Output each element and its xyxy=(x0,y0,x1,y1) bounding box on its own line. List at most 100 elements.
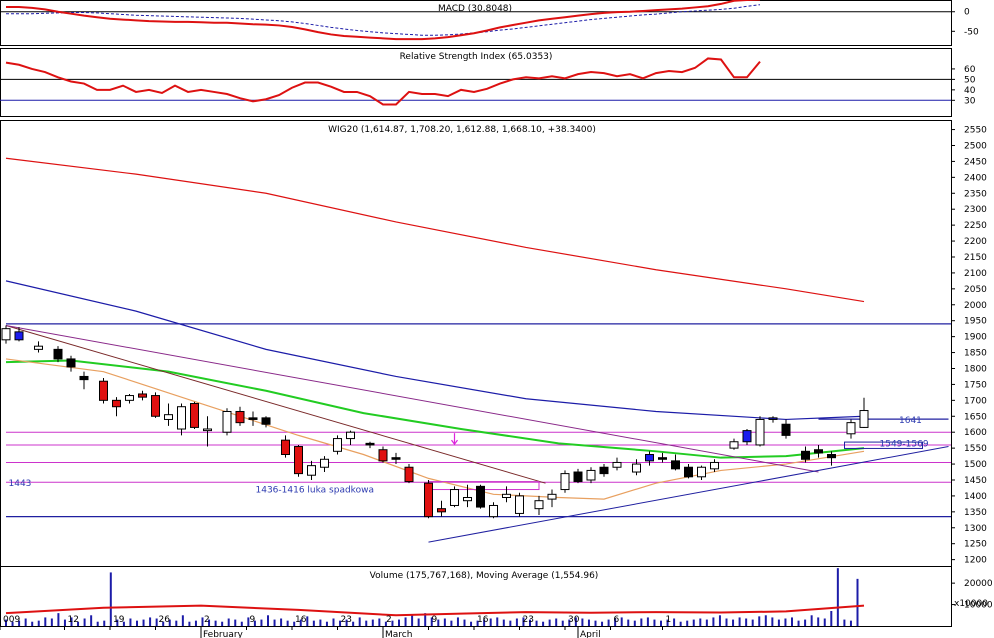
x-axis-label: 2 xyxy=(386,615,392,625)
candle-body xyxy=(391,457,401,460)
rsi-ytick-label: 60 xyxy=(964,65,976,75)
price-annotation: 1549-1569 xyxy=(880,440,929,450)
candle-body xyxy=(1,328,11,341)
candle-body xyxy=(53,348,63,360)
candle-body xyxy=(645,454,654,462)
candle-body xyxy=(190,403,199,428)
macd-ytick-label: 0 xyxy=(964,8,970,18)
price-ytick-label: 2300 xyxy=(964,205,987,215)
candle-body xyxy=(378,449,388,462)
candle-body xyxy=(534,500,544,510)
candle-body xyxy=(14,331,24,341)
trendline xyxy=(5,324,546,484)
candle-body xyxy=(437,508,446,513)
x-axis-label: 2 xyxy=(204,615,210,625)
price-ytick-label: 2450 xyxy=(964,157,987,167)
candle-body xyxy=(79,375,89,381)
candle-body xyxy=(502,493,511,499)
rsi-ytick-label: 40 xyxy=(964,86,976,96)
moving-average-orange_ma xyxy=(5,358,865,500)
macd-signal-line xyxy=(6,4,761,36)
price-ytick-label: 1850 xyxy=(964,349,987,359)
price-annotation: 1443 xyxy=(9,479,32,489)
candle-body xyxy=(34,345,43,350)
macd-panel-frame xyxy=(0,0,952,46)
price-ytick-label: 1900 xyxy=(964,333,987,343)
candle-body xyxy=(859,410,869,428)
candle-body xyxy=(476,485,485,508)
candle-body xyxy=(814,449,823,454)
x-axis-label: 6 xyxy=(614,615,620,625)
candle-body xyxy=(261,417,271,425)
x-axis-label: 16 xyxy=(477,615,489,625)
candle-body xyxy=(547,493,557,500)
candle-body xyxy=(248,417,258,420)
candle-body xyxy=(632,463,641,473)
candle-body xyxy=(463,497,472,502)
candle-body xyxy=(710,461,719,470)
price-ytick-label: 2100 xyxy=(964,269,987,279)
x-axis-label: February xyxy=(203,630,244,638)
candle-body xyxy=(125,395,134,401)
price-ytick-label: 1750 xyxy=(964,380,987,390)
trendline xyxy=(5,324,819,473)
candle-body xyxy=(742,430,752,443)
x-axis-label: 16 xyxy=(295,615,307,625)
moving-average-blue_ma xyxy=(5,280,865,421)
candle-body xyxy=(489,504,498,518)
x-axis-label: 009 xyxy=(3,615,20,625)
rsi-title: Relative Strength Index (65.0353) xyxy=(400,52,553,62)
candle-body xyxy=(346,431,355,440)
x-axis-label: 30 xyxy=(568,615,580,625)
candle-body xyxy=(846,422,856,435)
x-axis-label: March xyxy=(385,630,412,638)
candle-body xyxy=(112,399,121,408)
price-ytick-label: 2500 xyxy=(964,141,987,151)
candle-body xyxy=(151,395,160,417)
candle-body xyxy=(560,473,570,491)
price-ytick-label: 1250 xyxy=(964,540,987,550)
price-ytick-label: 2400 xyxy=(964,173,987,183)
rsi-line xyxy=(5,57,761,106)
x-axis-label: 23 xyxy=(523,615,534,625)
x-axis-label: 19 xyxy=(113,615,125,625)
down-arrow-head xyxy=(451,439,458,446)
price-range-box xyxy=(844,441,923,449)
rsi-ytick-label: 50 xyxy=(964,75,976,85)
trendline xyxy=(428,446,949,543)
volume-moving-average-line xyxy=(5,604,865,617)
candle-body xyxy=(66,358,76,368)
x-axis-label: 12 xyxy=(68,615,79,625)
candle-body xyxy=(404,466,414,483)
candle-body xyxy=(333,438,342,452)
candle-body xyxy=(801,450,810,460)
candle-body xyxy=(586,469,596,481)
macd-ytick-label: -50 xyxy=(964,27,979,37)
candle-body xyxy=(671,460,680,470)
price-ytick-label: 1800 xyxy=(964,364,987,374)
price-ytick-label: 2550 xyxy=(964,126,987,136)
x-axis-label: 9 xyxy=(250,615,256,625)
candle-body xyxy=(235,410,245,424)
candle-body xyxy=(827,454,836,459)
macd-line xyxy=(6,0,761,41)
candle-body xyxy=(307,465,316,476)
candle-body xyxy=(203,428,212,432)
candle-body xyxy=(164,414,173,420)
candle-body xyxy=(99,380,108,401)
macd-title: MACD (30.8048) xyxy=(438,4,512,14)
price-ytick-label: 1950 xyxy=(964,317,987,327)
price-ytick-label: 1700 xyxy=(964,396,987,406)
price-ytick-label: 1400 xyxy=(964,492,987,502)
x-axis-label: 1 xyxy=(666,615,672,625)
candle-body xyxy=(573,471,583,483)
candle-body xyxy=(658,457,667,460)
x-axis-label: April xyxy=(580,630,601,638)
price-annotation: 1641 xyxy=(899,416,922,426)
candle-body xyxy=(755,418,765,446)
x-axis-label: 9 xyxy=(432,615,438,625)
volume-title: Volume (175,767,168), Moving Average (1,… xyxy=(370,571,599,581)
candle-body xyxy=(424,482,433,518)
candle-body xyxy=(138,393,147,398)
